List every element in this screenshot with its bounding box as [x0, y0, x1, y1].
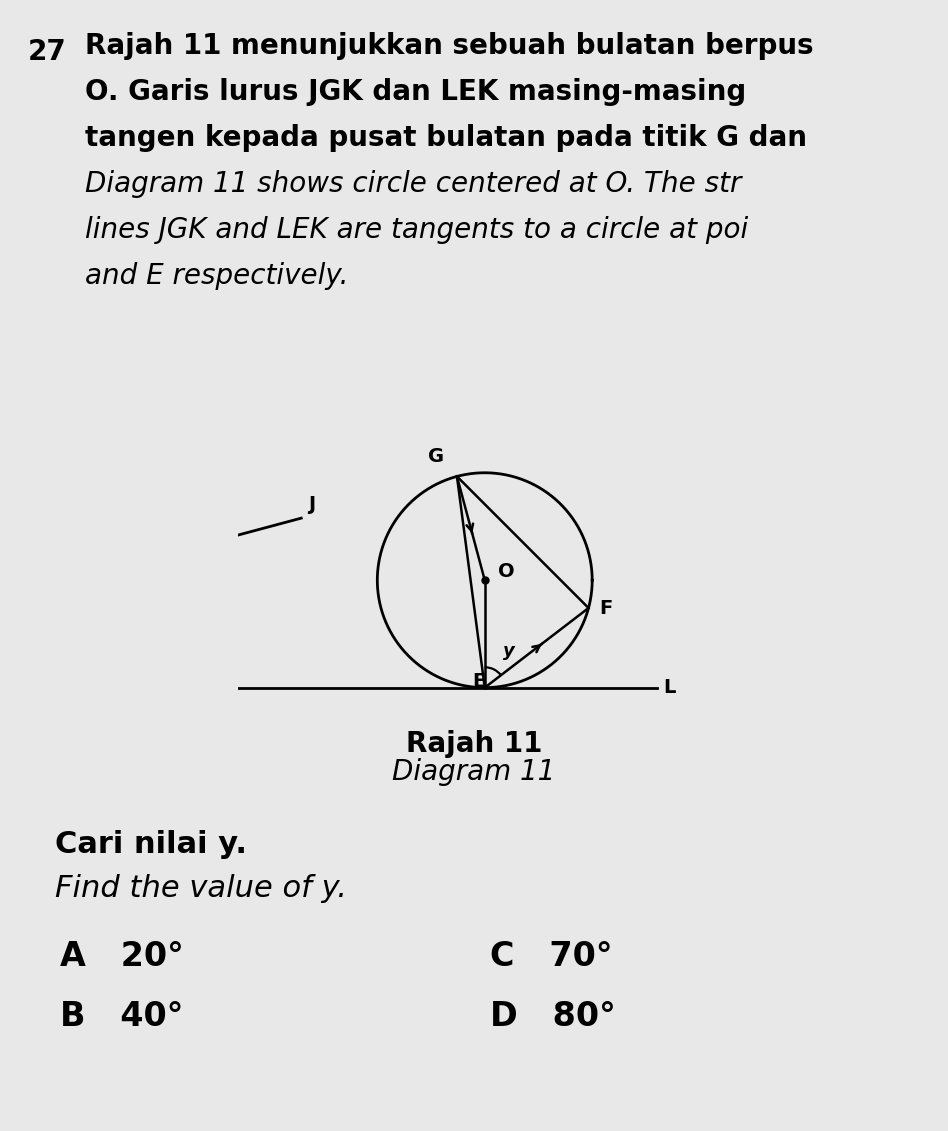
Text: L: L: [663, 679, 676, 697]
Text: A   20°: A 20°: [60, 940, 184, 973]
Text: O: O: [498, 562, 514, 581]
Text: C   70°: C 70°: [490, 940, 612, 973]
Text: E: E: [473, 672, 486, 691]
Text: 27: 27: [28, 38, 66, 66]
Text: Rajah 11 menunjukkan sebuah bulatan berpus: Rajah 11 menunjukkan sebuah bulatan berp…: [85, 32, 813, 60]
Text: tangen kepada pusat bulatan pada titik G dan: tangen kepada pusat bulatan pada titik G…: [85, 124, 807, 152]
Text: Find the value of y.: Find the value of y.: [55, 874, 347, 903]
Text: Cari nilai y.: Cari nilai y.: [55, 830, 247, 860]
Text: B   40°: B 40°: [60, 1000, 183, 1033]
Text: O. Garis lurus JGK dan LEK masing-masing: O. Garis lurus JGK dan LEK masing-masing: [85, 78, 746, 106]
Text: G: G: [428, 447, 444, 466]
Text: F: F: [599, 598, 612, 618]
Text: lines JGK and LEK are tangents to a circle at poi: lines JGK and LEK are tangents to a circ…: [85, 216, 748, 244]
Text: D   80°: D 80°: [490, 1000, 616, 1033]
Text: Diagram 11: Diagram 11: [392, 758, 556, 786]
Text: and E respectively.: and E respectively.: [85, 262, 349, 290]
Text: y: y: [502, 642, 515, 661]
Text: J: J: [308, 495, 315, 513]
Text: Diagram 11 shows circle centered at O. The str: Diagram 11 shows circle centered at O. T…: [85, 170, 741, 198]
Text: Rajah 11: Rajah 11: [406, 729, 542, 758]
